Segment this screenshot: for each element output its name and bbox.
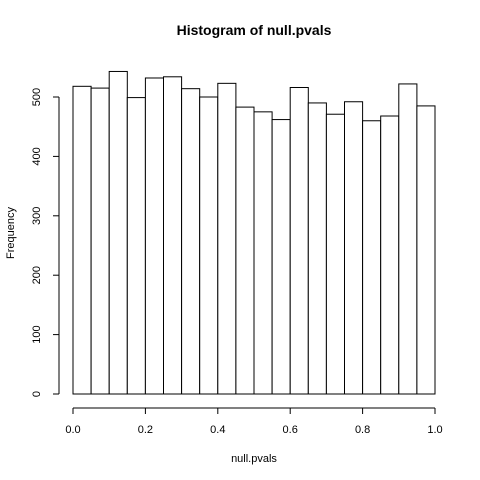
- histogram-bar-7: [199, 96, 219, 395]
- histogram-bar-18: [398, 83, 418, 395]
- x-tick-label-3: 0.6: [283, 424, 298, 436]
- histogram-bar-1: [90, 87, 110, 395]
- histogram-bar-5: [163, 76, 183, 395]
- x-axis: 0.0 0.2 0.4 0.6 0.8 1.0: [65, 407, 443, 436]
- histogram-bar-4: [144, 77, 164, 395]
- histogram-bar-13: [307, 102, 327, 395]
- y-tick-label-1: 100: [31, 325, 43, 343]
- histogram-bar-2: [108, 70, 128, 395]
- histogram-bars: [72, 70, 436, 395]
- y-tick-label-2: 200: [31, 266, 43, 284]
- histogram-bar-11: [271, 119, 291, 395]
- chart-title: Histogram of null.pvals: [177, 22, 332, 38]
- histogram-bar-17: [380, 115, 400, 395]
- y-axis: 0 100 200 300 400 500: [31, 88, 60, 397]
- histogram-bar-15: [344, 101, 364, 395]
- histogram-bar-9: [235, 106, 255, 395]
- histogram-bar-12: [289, 86, 309, 395]
- histogram-bar-16: [362, 120, 382, 395]
- x-tick-label-0: 0.0: [65, 424, 80, 436]
- histogram-bar-19: [416, 105, 436, 395]
- histogram-bar-6: [181, 88, 201, 395]
- x-tick-label-1: 0.2: [138, 424, 153, 436]
- histogram-bar-14: [325, 113, 345, 395]
- y-tick-label-5: 500: [31, 88, 43, 106]
- histogram-bar-8: [217, 82, 237, 395]
- x-axis-label: null.pvals: [231, 453, 277, 465]
- histogram-bar-10: [253, 111, 273, 395]
- histogram-bar-3: [126, 97, 146, 395]
- y-tick-label-0: 0: [31, 391, 43, 397]
- y-tick-label-3: 300: [31, 207, 43, 225]
- histogram-bar-0: [72, 85, 92, 395]
- y-tick-label-4: 400: [31, 147, 43, 165]
- x-tick-label-5: 1.0: [427, 424, 442, 436]
- y-axis-label: Frequency: [5, 207, 17, 259]
- x-tick-label-4: 0.8: [355, 424, 370, 436]
- x-tick-label-2: 0.4: [210, 424, 225, 436]
